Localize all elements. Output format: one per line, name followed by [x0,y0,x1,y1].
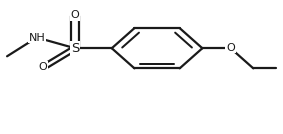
Text: S: S [71,42,79,55]
Text: O: O [71,10,79,20]
Text: O: O [226,43,235,53]
Text: NH: NH [28,33,45,42]
Text: O: O [38,62,47,72]
